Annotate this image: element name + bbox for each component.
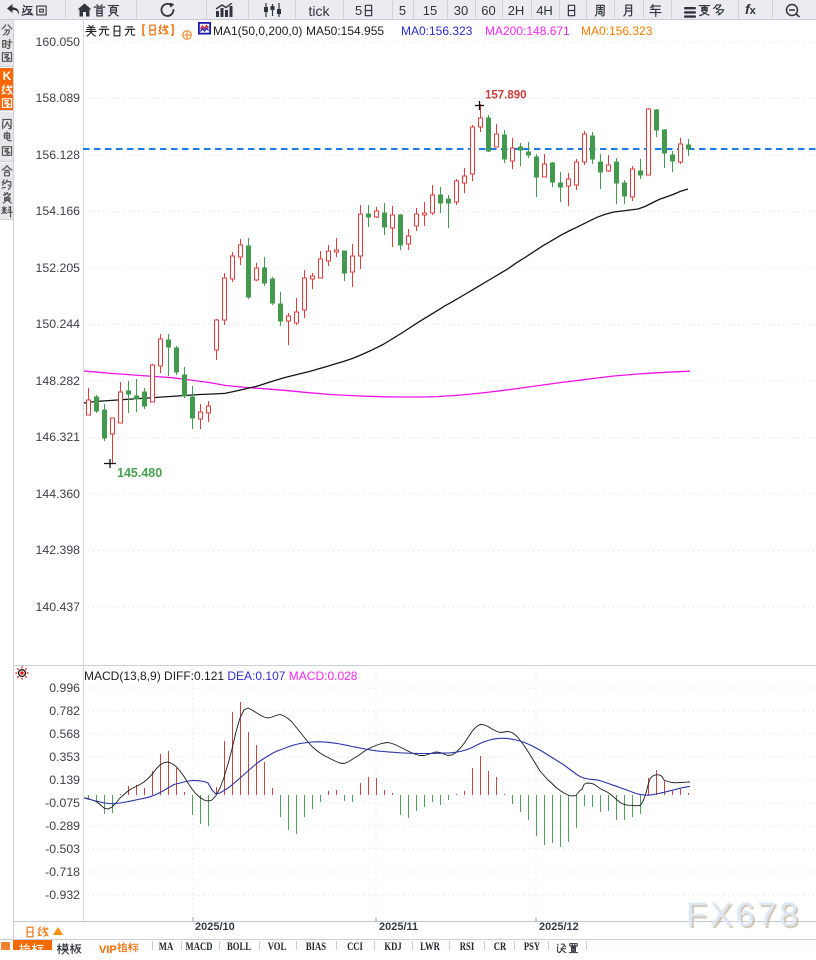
svg-text:157.890: 157.890: [485, 90, 527, 102]
svg-text:145.480: 145.480: [117, 466, 162, 480]
